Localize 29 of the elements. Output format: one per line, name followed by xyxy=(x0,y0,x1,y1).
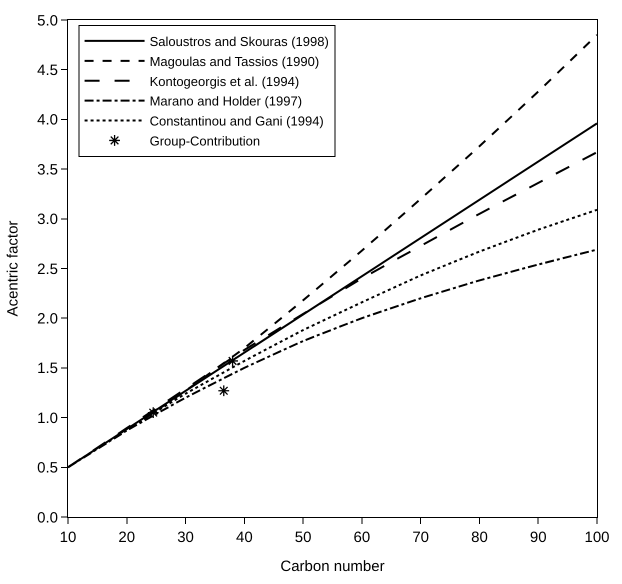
y-tick-label: 0.0 xyxy=(37,509,58,526)
x-tick-label: 80 xyxy=(471,529,488,546)
y-axis-title: Acentric factor xyxy=(4,220,22,316)
y-tick-label: 3.0 xyxy=(37,211,58,228)
y-tick-label: 2.0 xyxy=(37,310,58,328)
legend-label: Saloustros and Skouras (1998) xyxy=(150,34,329,49)
y-tick-label: 1.5 xyxy=(37,360,58,378)
x-tick-label: 20 xyxy=(118,529,136,546)
y-tick-label: 2.5 xyxy=(37,260,58,278)
x-tick-label: 60 xyxy=(354,529,370,546)
x-tick-label: 100 xyxy=(584,529,610,546)
x-axis-title: Carbon number xyxy=(280,558,385,575)
legend-label: Group-Contribution xyxy=(150,133,260,148)
legend-label: Constantinou and Gani (1994) xyxy=(150,114,324,129)
y-tick-label: 4.5 xyxy=(37,62,58,79)
legend-label: Kontogeorgis et al. (1994) xyxy=(150,74,300,89)
x-tick-label: 50 xyxy=(294,529,312,546)
y-tick-label: 3.5 xyxy=(37,161,58,178)
x-tick-label: 70 xyxy=(412,529,430,546)
x-tick-label: 40 xyxy=(236,529,253,546)
x-tick-label: 10 xyxy=(60,529,76,546)
y-tick-label: 0.5 xyxy=(37,460,58,477)
x-tick-label: 90 xyxy=(530,529,547,546)
y-tick-label: 1.0 xyxy=(37,410,58,427)
y-tick-label: 5.0 xyxy=(37,12,58,30)
legend-label: Marano and Holder (1997) xyxy=(150,94,302,109)
x-tick-label: 30 xyxy=(177,529,194,546)
y-tick-label: 4.0 xyxy=(37,112,58,129)
legend-label: Magoulas and Tassios (1990) xyxy=(150,54,320,69)
